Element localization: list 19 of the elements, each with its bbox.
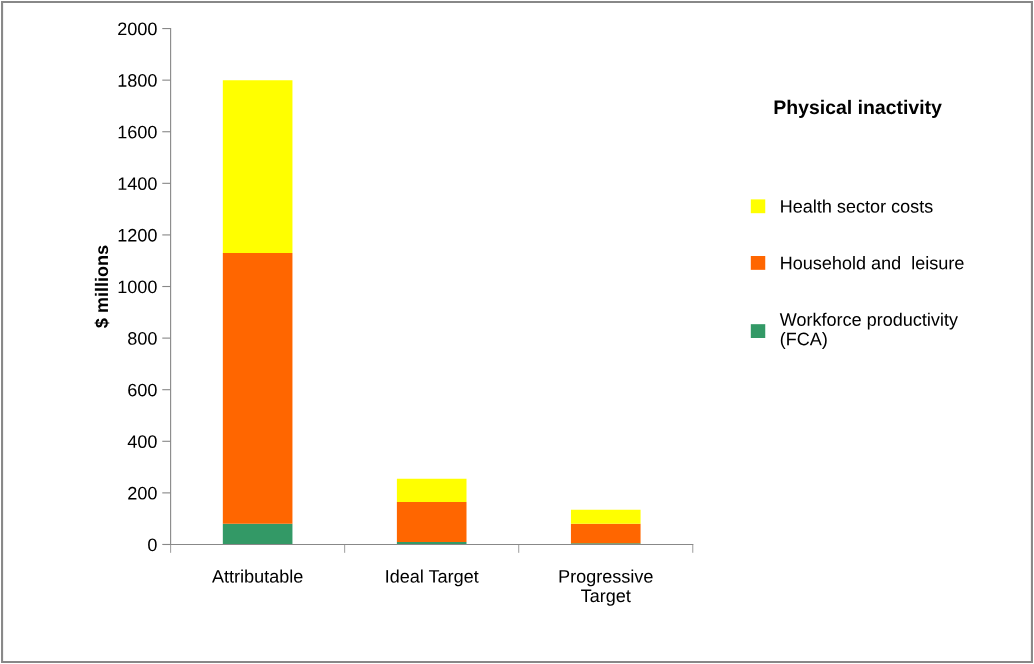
y-tick-label: 400 — [127, 435, 157, 449]
y-tick-label: 800 — [128, 332, 157, 345]
x-tick-label: Attributable — [212, 569, 303, 583]
legend-title: Physical inactivity — [774, 99, 942, 118]
legend-label: Household and leisure — [781, 256, 964, 270]
y-tick-label: 1000 — [118, 280, 157, 294]
y-tick-label: 1600 — [118, 125, 157, 139]
y-tick-label: 2000 — [118, 22, 157, 36]
y-tick-label: 600 — [128, 383, 157, 397]
legend-label: Workforce productivity (FCA) — [779, 312, 958, 349]
y-tick-label: 1400 — [118, 177, 157, 191]
legend-label: Health sector costs — [781, 199, 933, 213]
y-tick-label: 1800 — [118, 74, 157, 87]
y-tick-label: 200 — [128, 486, 157, 500]
y-axis-title: $ millions — [94, 245, 110, 328]
x-tick-label: Progressive Target — [559, 569, 653, 606]
y-tick-label: 0 — [148, 538, 157, 552]
x-tick-label: Ideal Target — [386, 569, 479, 587]
y-tick-label: 1200 — [118, 228, 157, 242]
